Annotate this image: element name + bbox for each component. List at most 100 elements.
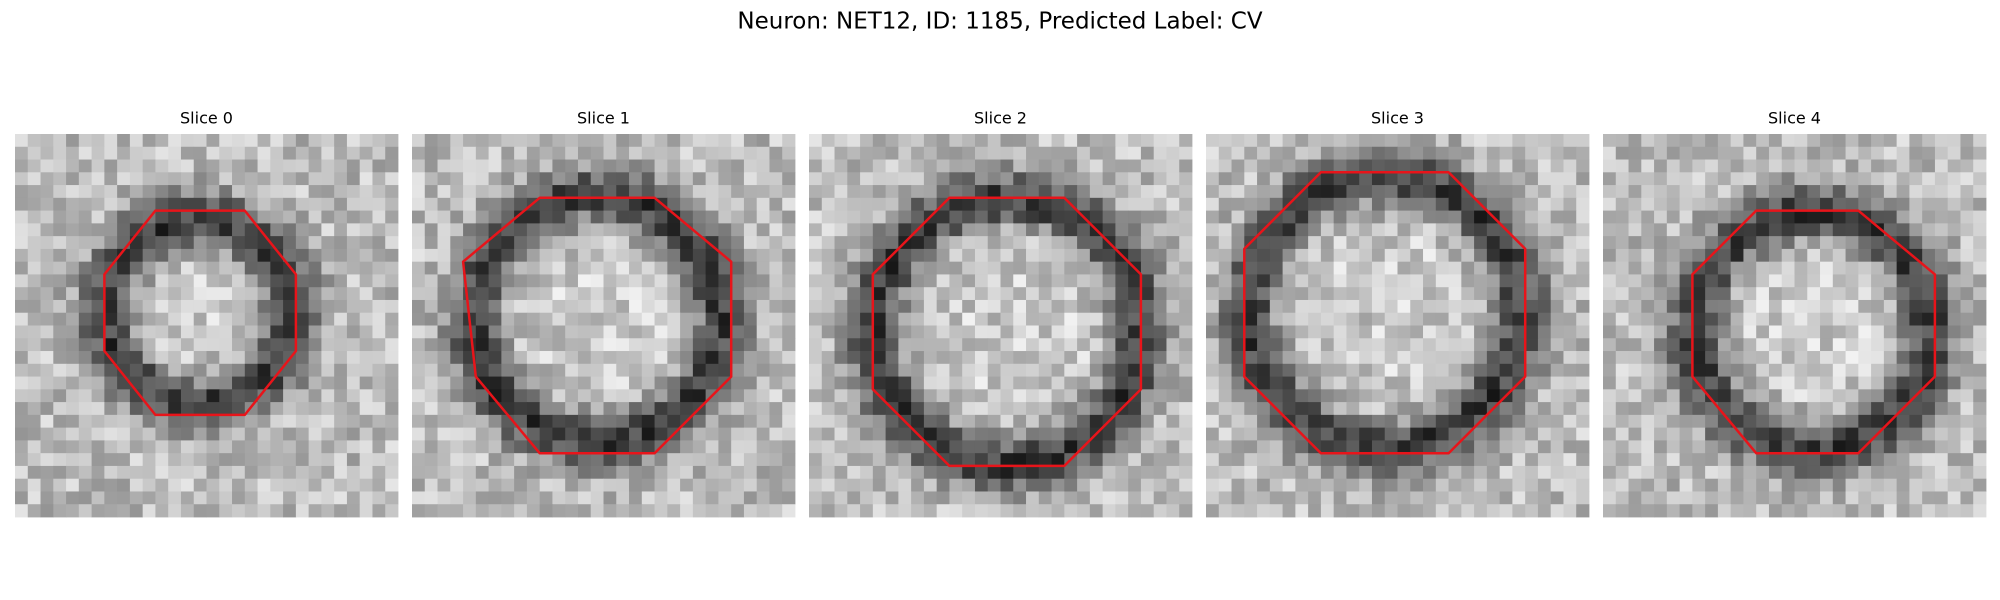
pixel (1333, 325, 1347, 339)
pixel (66, 440, 80, 454)
pixel (1525, 146, 1539, 160)
pixel (987, 325, 1001, 339)
pixel (1807, 172, 1821, 186)
pixel (590, 261, 604, 275)
pixel (1858, 338, 1872, 352)
pixel (15, 312, 29, 326)
pixel (1883, 453, 1898, 467)
pixel (1896, 440, 1910, 454)
pixel (1628, 261, 1642, 275)
pixel (424, 414, 438, 429)
pixel (1781, 402, 1795, 416)
pixel (911, 185, 925, 199)
pixel (1346, 134, 1360, 148)
pixel (232, 146, 246, 160)
pixel (1973, 363, 1987, 377)
pixel (936, 299, 950, 314)
pixel (1743, 248, 1757, 263)
pixel (987, 465, 1001, 480)
pixel (53, 389, 67, 403)
image-panel (809, 134, 1193, 518)
pixel (526, 261, 541, 275)
pixel (1512, 197, 1526, 211)
pixel (359, 146, 373, 160)
pixel (1244, 453, 1258, 467)
pixel (1896, 159, 1910, 173)
pixel (1858, 402, 1872, 416)
pixel (385, 197, 399, 211)
pixel (450, 134, 464, 148)
pixel (936, 223, 950, 237)
pixel (501, 440, 515, 454)
pixel (1102, 248, 1116, 263)
pixel (1410, 338, 1424, 352)
pixel (616, 414, 630, 429)
pixel (565, 134, 579, 148)
pixel (1384, 159, 1398, 173)
pixel (860, 236, 874, 250)
pixel (667, 504, 681, 518)
pixel (270, 287, 284, 301)
pixel (1026, 261, 1040, 275)
pixel (667, 453, 681, 467)
pixel (514, 453, 528, 467)
pixel (91, 185, 105, 199)
pixel (552, 427, 566, 441)
pixel (1679, 236, 1693, 250)
pixel (1666, 402, 1680, 416)
pixel (1435, 197, 1449, 211)
pixel (1153, 465, 1167, 480)
pixel (412, 402, 426, 416)
pixel (809, 440, 823, 454)
pixel (731, 338, 745, 352)
pixel (1128, 287, 1142, 301)
pixel (346, 223, 361, 237)
pixel (667, 248, 681, 263)
pixel (334, 299, 348, 314)
pixel (1756, 402, 1770, 416)
pixel (1832, 146, 1846, 160)
pixel (91, 376, 105, 390)
pixel (1486, 248, 1501, 263)
pixel (1858, 351, 1872, 365)
pixel (1140, 134, 1155, 148)
pixel (219, 172, 233, 186)
pixel (219, 197, 233, 211)
pixel (1410, 376, 1424, 390)
pixel (1756, 465, 1770, 480)
pixel (987, 478, 1001, 492)
pixel (308, 134, 322, 148)
pixel (1153, 376, 1167, 390)
pixel (1115, 440, 1129, 454)
pixel (1333, 248, 1347, 263)
pixel (1013, 223, 1027, 237)
pixel (860, 504, 874, 518)
pixel (1333, 491, 1347, 505)
pixel (1794, 465, 1808, 480)
pixel (1820, 465, 1834, 480)
pixel (180, 248, 195, 263)
pixel (1128, 223, 1142, 237)
pixel (308, 248, 322, 263)
pixel (1537, 210, 1552, 224)
pixel (1947, 210, 1961, 224)
pixel (321, 197, 335, 211)
pixel (1781, 504, 1795, 518)
pixel (385, 248, 399, 263)
pixel (1756, 376, 1770, 390)
pixel (1743, 261, 1757, 275)
pixel (949, 440, 963, 454)
pixel (295, 376, 310, 390)
pixel (616, 453, 630, 467)
pixel (1947, 185, 1961, 199)
pixel (1666, 389, 1680, 403)
pixel (1615, 159, 1629, 173)
pixel (577, 312, 592, 326)
pixel (219, 274, 233, 288)
pixel (1486, 287, 1501, 301)
pixel (1384, 491, 1398, 505)
pixel (321, 478, 335, 492)
pixel (1435, 185, 1449, 199)
pixel (1973, 274, 1987, 288)
pixel (949, 223, 963, 237)
